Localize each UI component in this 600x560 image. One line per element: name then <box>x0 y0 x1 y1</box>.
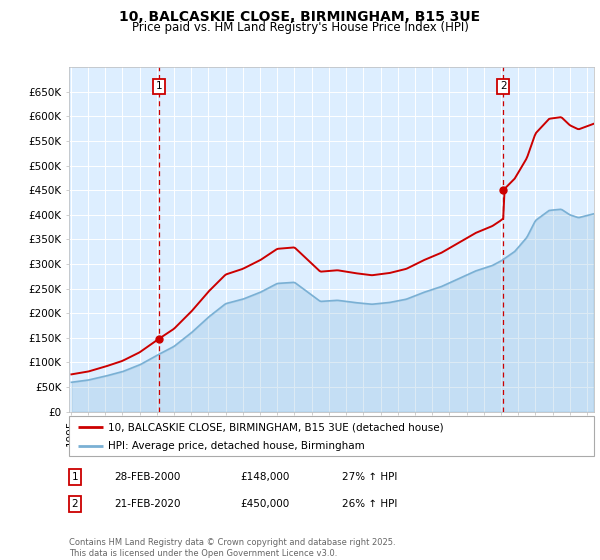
Text: 26% ↑ HPI: 26% ↑ HPI <box>342 499 397 509</box>
Text: 1: 1 <box>155 81 162 91</box>
Text: 28-FEB-2000: 28-FEB-2000 <box>114 472 181 482</box>
Text: £148,000: £148,000 <box>240 472 289 482</box>
Text: 21-FEB-2020: 21-FEB-2020 <box>114 499 181 509</box>
Text: 10, BALCASKIE CLOSE, BIRMINGHAM, B15 3UE (detached house): 10, BALCASKIE CLOSE, BIRMINGHAM, B15 3UE… <box>109 422 444 432</box>
Text: £450,000: £450,000 <box>240 499 289 509</box>
Text: HPI: Average price, detached house, Birmingham: HPI: Average price, detached house, Birm… <box>109 441 365 451</box>
Text: 1: 1 <box>71 472 79 482</box>
Text: 2: 2 <box>71 499 79 509</box>
Text: Price paid vs. HM Land Registry's House Price Index (HPI): Price paid vs. HM Land Registry's House … <box>131 21 469 34</box>
Text: 10, BALCASKIE CLOSE, BIRMINGHAM, B15 3UE: 10, BALCASKIE CLOSE, BIRMINGHAM, B15 3UE <box>119 10 481 24</box>
Text: Contains HM Land Registry data © Crown copyright and database right 2025.
This d: Contains HM Land Registry data © Crown c… <box>69 538 395 558</box>
Text: 27% ↑ HPI: 27% ↑ HPI <box>342 472 397 482</box>
Text: 2: 2 <box>500 81 506 91</box>
